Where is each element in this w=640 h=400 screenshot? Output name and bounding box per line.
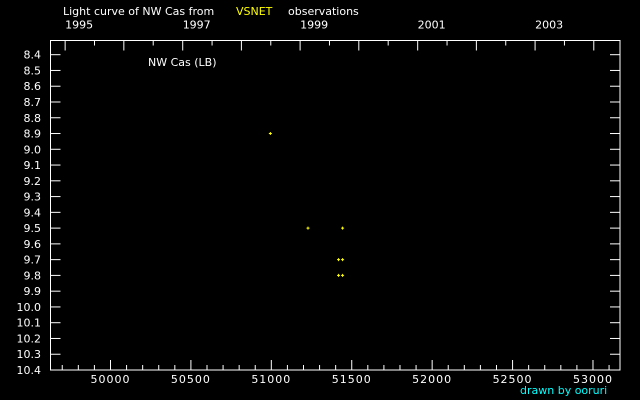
y-tick-label: 8.6 [24,80,42,93]
y-tick-label: 8.8 [24,112,42,125]
x-tick-label: 51000 [251,373,291,386]
chart-title-prefix: Light curve of NW Cas from [63,5,214,18]
x-tick-label: 50000 [90,373,130,386]
data-point [337,258,341,262]
year-tick-label: 1999 [300,19,328,32]
y-tick-label: 8.5 [24,64,42,77]
y-tick-label: 9.8 [24,269,42,282]
y-tick-label: 9.9 [24,285,42,298]
plot-frame [50,40,621,371]
y-tick-label: 9.7 [24,254,42,267]
y-tick-label: 10.1 [17,317,42,330]
y-tick-label: 8.7 [24,96,42,109]
data-point [341,273,345,277]
x-tick-label: 52000 [412,373,452,386]
y-tick-label: 8.4 [24,49,42,62]
chart-title-source: VSNET [236,5,273,18]
x-tick-label: 50500 [171,373,211,386]
y-tick-label: 9.2 [24,175,42,188]
x-tick-label: 52500 [493,373,533,386]
y-tick-label: 9.1 [24,159,42,172]
data-point [341,258,345,262]
y-tick-label: 9.4 [24,206,42,219]
data-point [341,226,345,230]
y-tick-label: 9.3 [24,191,42,204]
data-point [306,226,310,230]
y-tick-label: 10.2 [17,332,42,345]
data-point [337,273,341,277]
y-tick-label: 10.0 [17,301,42,314]
legend-label: NW Cas (LB) [148,56,217,69]
data-point [268,132,272,136]
x-tick-label: 51500 [332,373,372,386]
y-tick-label: 9.5 [24,222,42,235]
year-tick-label: 2003 [535,19,563,32]
y-tick-label: 10.3 [17,348,42,361]
year-tick-label: 1997 [183,19,211,32]
chart-title-suffix: observations [288,5,359,18]
year-tick-label: 1995 [65,19,93,32]
credit-text: drawn by ooruri [520,384,607,397]
y-tick-label: 8.9 [24,128,42,141]
year-tick-label: 2001 [418,19,446,32]
x-tick-label: 53000 [573,373,613,386]
y-tick-label: 9.0 [24,143,42,156]
y-tick-label: 9.6 [24,238,42,251]
y-tick-label: 10.4 [17,364,42,377]
